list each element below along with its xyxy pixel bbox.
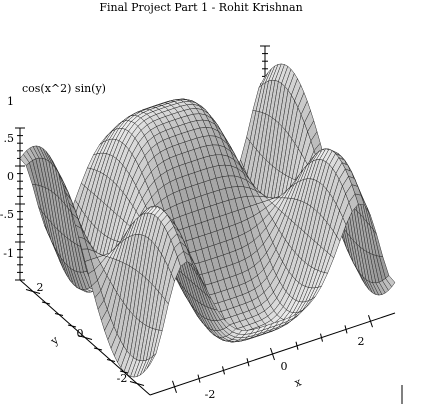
x-tick [344, 325, 348, 334]
surface-quad [385, 275, 396, 288]
y-tick [41, 301, 51, 305]
z-tick-label-5: -1 [3, 247, 14, 260]
y-tick [129, 381, 145, 386]
x-tick [246, 358, 250, 367]
x-tick [295, 341, 299, 350]
front-axes [19, 279, 396, 396]
y-tick [67, 324, 77, 328]
y-tick [119, 370, 129, 374]
x-axis-label: x [293, 375, 304, 390]
x-tick [270, 347, 275, 361]
x-tick [320, 333, 323, 342]
x-tick-label-3: 2 [358, 335, 365, 348]
y-tick [25, 289, 41, 294]
y-tick-label-1: 2 [37, 281, 44, 294]
z-tick-label-2: .5 [4, 132, 15, 145]
y-axis-label: y [47, 333, 61, 348]
z-tick-label-1: 1 [7, 95, 14, 108]
x-tick-label-1: -2 [205, 388, 216, 401]
z-tick-label-3: 0 [7, 170, 14, 183]
z-tick-label-4: -.5 [0, 208, 14, 221]
x-tick [197, 374, 201, 383]
y-tick [54, 313, 64, 316]
surface-mesh [19, 63, 396, 378]
y-tick-label-3: -2 [117, 372, 128, 385]
y-tick-label-2: 0 [77, 327, 84, 340]
function-label: cos(x^2) sin(y) [22, 82, 106, 95]
chart-title: Final Project Part 1 - Rohit Krishnan [99, 1, 302, 14]
y-tick [77, 335, 93, 340]
y-tick [93, 347, 103, 351]
y-tick [106, 359, 116, 362]
x-tick [222, 366, 225, 375]
x-tick [172, 380, 177, 393]
x-tick [368, 315, 373, 328]
x-tick-label-2: 0 [281, 360, 288, 373]
